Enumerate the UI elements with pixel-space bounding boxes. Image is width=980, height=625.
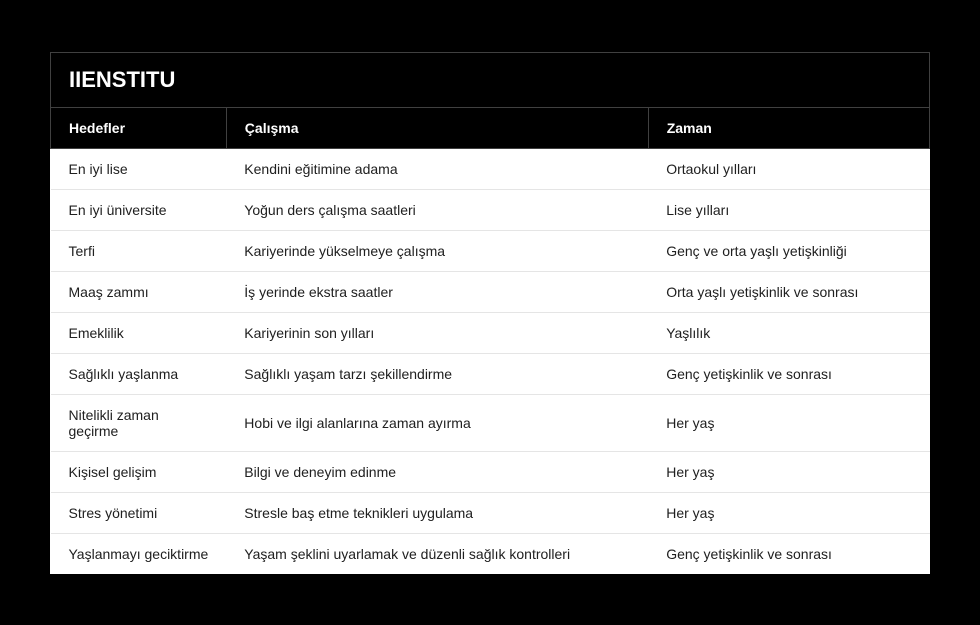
table-row: Kişisel gelişim Bilgi ve deneyim edinme … <box>51 451 930 492</box>
table-cell: Stres yönetimi <box>51 492 227 533</box>
table-cell: Yoğun ders çalışma saatleri <box>226 189 648 230</box>
table-cell: En iyi üniversite <box>51 189 227 230</box>
table-cell: Terfi <box>51 230 227 271</box>
table-row: Yaşlanmayı geciktirme Yaşam şeklini uyar… <box>51 533 930 574</box>
table-row: Terfi Kariyerinde yükselmeye çalışma Gen… <box>51 230 930 271</box>
table-row: Stres yönetimi Stresle baş etme teknikle… <box>51 492 930 533</box>
table-cell: Her yaş <box>648 451 929 492</box>
table-cell: Lise yılları <box>648 189 929 230</box>
table-cell: Genç yetişkinlik ve sonrası <box>648 353 929 394</box>
table-header-row: Hedefler Çalışma Zaman <box>51 107 930 148</box>
table-cell: Maaş zammı <box>51 271 227 312</box>
table-row: En iyi lise Kendini eğitimine adama Orta… <box>51 148 930 189</box>
table-cell: Emeklilik <box>51 312 227 353</box>
table-cell: Genç yetişkinlik ve sonrası <box>648 533 929 574</box>
table-cell: İş yerinde ekstra saatler <box>226 271 648 312</box>
table-body: En iyi lise Kendini eğitimine adama Orta… <box>51 148 930 574</box>
table-cell: Kişisel gelişim <box>51 451 227 492</box>
table-cell: Bilgi ve deneyim edinme <box>226 451 648 492</box>
table-header-cell: Hedefler <box>51 107 227 148</box>
table-cell: Kariyerinde yükselmeye çalışma <box>226 230 648 271</box>
table-cell: Yaşlanmayı geciktirme <box>51 533 227 574</box>
table-cell: Hobi ve ilgi alanlarına zaman ayırma <box>226 394 648 451</box>
table-container: IIENSTITU Hedefler Çalışma Zaman En iyi … <box>50 52 930 574</box>
table-row: Sağlıklı yaşlanma Sağlıklı yaşam tarzı ş… <box>51 353 930 394</box>
table-header-cell: Çalışma <box>226 107 648 148</box>
data-table: Hedefler Çalışma Zaman En iyi lise Kendi… <box>50 107 930 574</box>
table-row: Emeklilik Kariyerinin son yılları Yaşlıl… <box>51 312 930 353</box>
table-cell: En iyi lise <box>51 148 227 189</box>
table-cell: Her yaş <box>648 394 929 451</box>
table-cell: Kendini eğitimine adama <box>226 148 648 189</box>
table-cell: Her yaş <box>648 492 929 533</box>
brand-header: IIENSTITU <box>50 52 930 107</box>
table-cell: Ortaokul yılları <box>648 148 929 189</box>
table-row: Maaş zammı İş yerinde ekstra saatler Ort… <box>51 271 930 312</box>
table-header-cell: Zaman <box>648 107 929 148</box>
table-cell: Yaşam şeklini uyarlamak ve düzenli sağlı… <box>226 533 648 574</box>
table-cell: Genç ve orta yaşlı yetişkinliği <box>648 230 929 271</box>
table-cell: Kariyerinin son yılları <box>226 312 648 353</box>
table-cell: Sağlıklı yaşlanma <box>51 353 227 394</box>
table-cell: Stresle baş etme teknikleri uygulama <box>226 492 648 533</box>
table-row: Nitelikli zaman geçirme Hobi ve ilgi ala… <box>51 394 930 451</box>
table-cell: Yaşlılık <box>648 312 929 353</box>
table-cell: Nitelikli zaman geçirme <box>51 394 227 451</box>
table-cell: Sağlıklı yaşam tarzı şekillendirme <box>226 353 648 394</box>
table-row: En iyi üniversite Yoğun ders çalışma saa… <box>51 189 930 230</box>
table-cell: Orta yaşlı yetişkinlik ve sonrası <box>648 271 929 312</box>
